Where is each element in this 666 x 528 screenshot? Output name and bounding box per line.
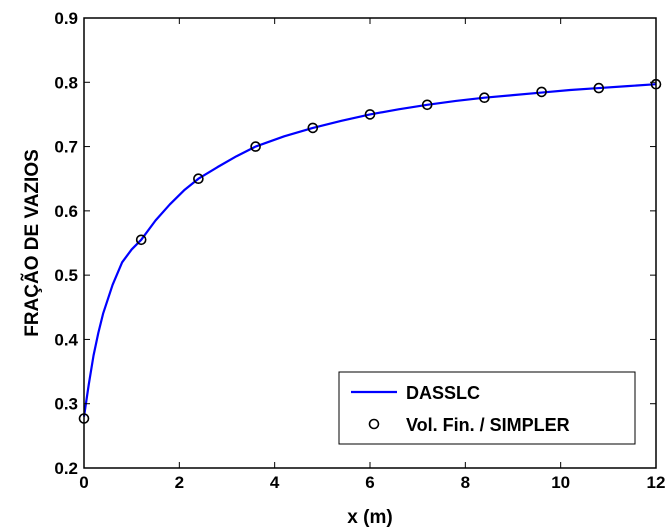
x-tick-label: 12 — [647, 473, 666, 492]
plot-area — [78, 78, 662, 424]
x-axis-label: x (m) — [347, 507, 392, 528]
data-point-simpler — [250, 141, 261, 152]
x-tick-label: 10 — [551, 473, 570, 492]
x-tick-label: 2 — [175, 473, 184, 492]
y-tick-label: 0.8 — [54, 73, 78, 92]
y-tick-label: 0.5 — [54, 266, 78, 285]
legend-label-dasslc: DASSLC — [406, 383, 480, 403]
x-tick-label: 6 — [365, 473, 374, 492]
y-tick-label: 0.9 — [54, 9, 78, 28]
legend-marker-sample — [368, 418, 380, 430]
x-tick-label: 0 — [79, 473, 88, 492]
data-point-simpler — [307, 122, 319, 134]
y-tick-label: 0.3 — [54, 395, 78, 414]
x-tick-label: 4 — [270, 473, 280, 492]
data-point-simpler — [364, 109, 376, 120]
data-point-simpler — [593, 82, 605, 94]
series-line-dasslc — [82, 83, 657, 417]
ticks-layer: 0 2 4 6 8 10 12 0.2 0.3 0.4 0.5 0.6 0.7 0.8 0.9 — [54, 9, 665, 492]
data-point-simpler — [193, 173, 204, 185]
y-axis-label: FRAÇÃO DE VAZIOS — [21, 149, 43, 337]
y-tick-label: 0.2 — [54, 459, 78, 478]
series-layer — [78, 78, 662, 424]
data-point-simpler — [135, 234, 147, 246]
data-point-simpler — [421, 99, 433, 111]
x-tick-label: 8 — [461, 473, 470, 492]
data-point-simpler — [536, 86, 547, 98]
y-tick-label: 0.6 — [54, 202, 78, 221]
y-tick-label: 0.4 — [54, 330, 78, 349]
legend-box — [338, 371, 636, 445]
legend: DASSLC Vol. Fin. / SIMPLER — [338, 371, 636, 445]
y-tick-label: 0.7 — [54, 138, 78, 157]
data-point-simpler — [479, 92, 490, 104]
legend-label-simpler: Vol. Fin. / SIMPLER — [406, 415, 570, 435]
